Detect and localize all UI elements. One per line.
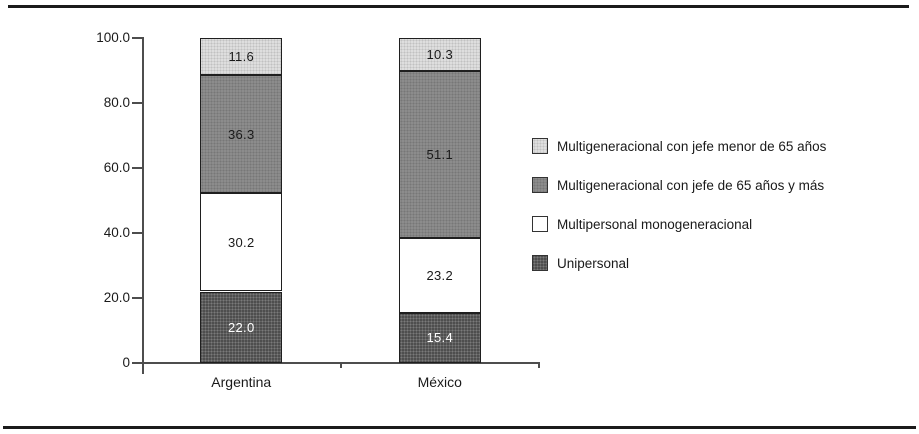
legend-label: Multipersonal monogeneracional (557, 216, 753, 232)
legend-label: Multigeneracional con jefe menor de 65 a… (557, 138, 827, 154)
bar-segment: 15.4 (398, 312, 481, 363)
legend-label: Multigeneracional con jefe de 65 años y … (557, 177, 825, 193)
bottom-rule (3, 426, 916, 429)
bar-segment-value: 30.2 (227, 234, 255, 250)
x-tick-mark (339, 362, 342, 368)
bar-segment-value: 11.6 (228, 49, 255, 65)
y-tick-label: 100.0 (96, 30, 130, 45)
legend-item: Unipersonal (532, 255, 826, 271)
top-rule (8, 5, 909, 8)
bar-segment: 51.1 (398, 71, 481, 238)
bar-segment-value: 23.2 (426, 267, 453, 283)
bar-segment-value: 36.3 (227, 126, 255, 142)
legend: Multigeneracional con jefe menor de 65 a… (532, 138, 826, 294)
y-tick-mark (132, 37, 142, 39)
bar-segment: 11.6 (200, 37, 283, 76)
bar-segment: 22.0 (200, 291, 283, 363)
legend-label: Unipersonal (557, 255, 630, 271)
bar-segment-value: 10.3 (426, 47, 453, 63)
y-tick-label: 40.0 (103, 225, 130, 240)
bar-segment-value: 51.1 (426, 147, 453, 162)
legend-swatch (532, 216, 548, 232)
y-axis-line (142, 37, 144, 374)
bar-segment: 23.2 (398, 237, 481, 313)
y-tick-mark (132, 232, 142, 234)
y-tick-label: 80.0 (103, 95, 130, 110)
y-tick-label: 20.0 (103, 290, 130, 305)
legend-swatch (532, 138, 548, 154)
legend-item: Multigeneracional con jefe de 65 años y … (532, 177, 826, 193)
y-tick-label: 60.0 (103, 160, 130, 175)
category-label: Argentina (211, 374, 272, 390)
bar-segment: 36.3 (200, 75, 283, 194)
bar-segment-value: 15.4 (426, 330, 453, 346)
legend-item: Multipersonal monogeneracional (532, 216, 826, 232)
bar-segment: 30.2 (200, 193, 283, 292)
y-tick-mark (132, 167, 142, 169)
legend-swatch (532, 255, 548, 271)
legend-swatch (532, 177, 548, 193)
category-label: México (417, 374, 462, 390)
y-tick-mark (132, 297, 142, 299)
y-tick-label: 0 (122, 355, 130, 370)
legend-item: Multigeneracional con jefe menor de 65 a… (532, 138, 826, 154)
bar-segment: 10.3 (398, 38, 481, 72)
bar-segment-value: 22.0 (227, 319, 255, 335)
x-tick-mark (538, 362, 540, 368)
y-tick-mark (132, 102, 142, 104)
y-tick-mark (132, 362, 142, 364)
